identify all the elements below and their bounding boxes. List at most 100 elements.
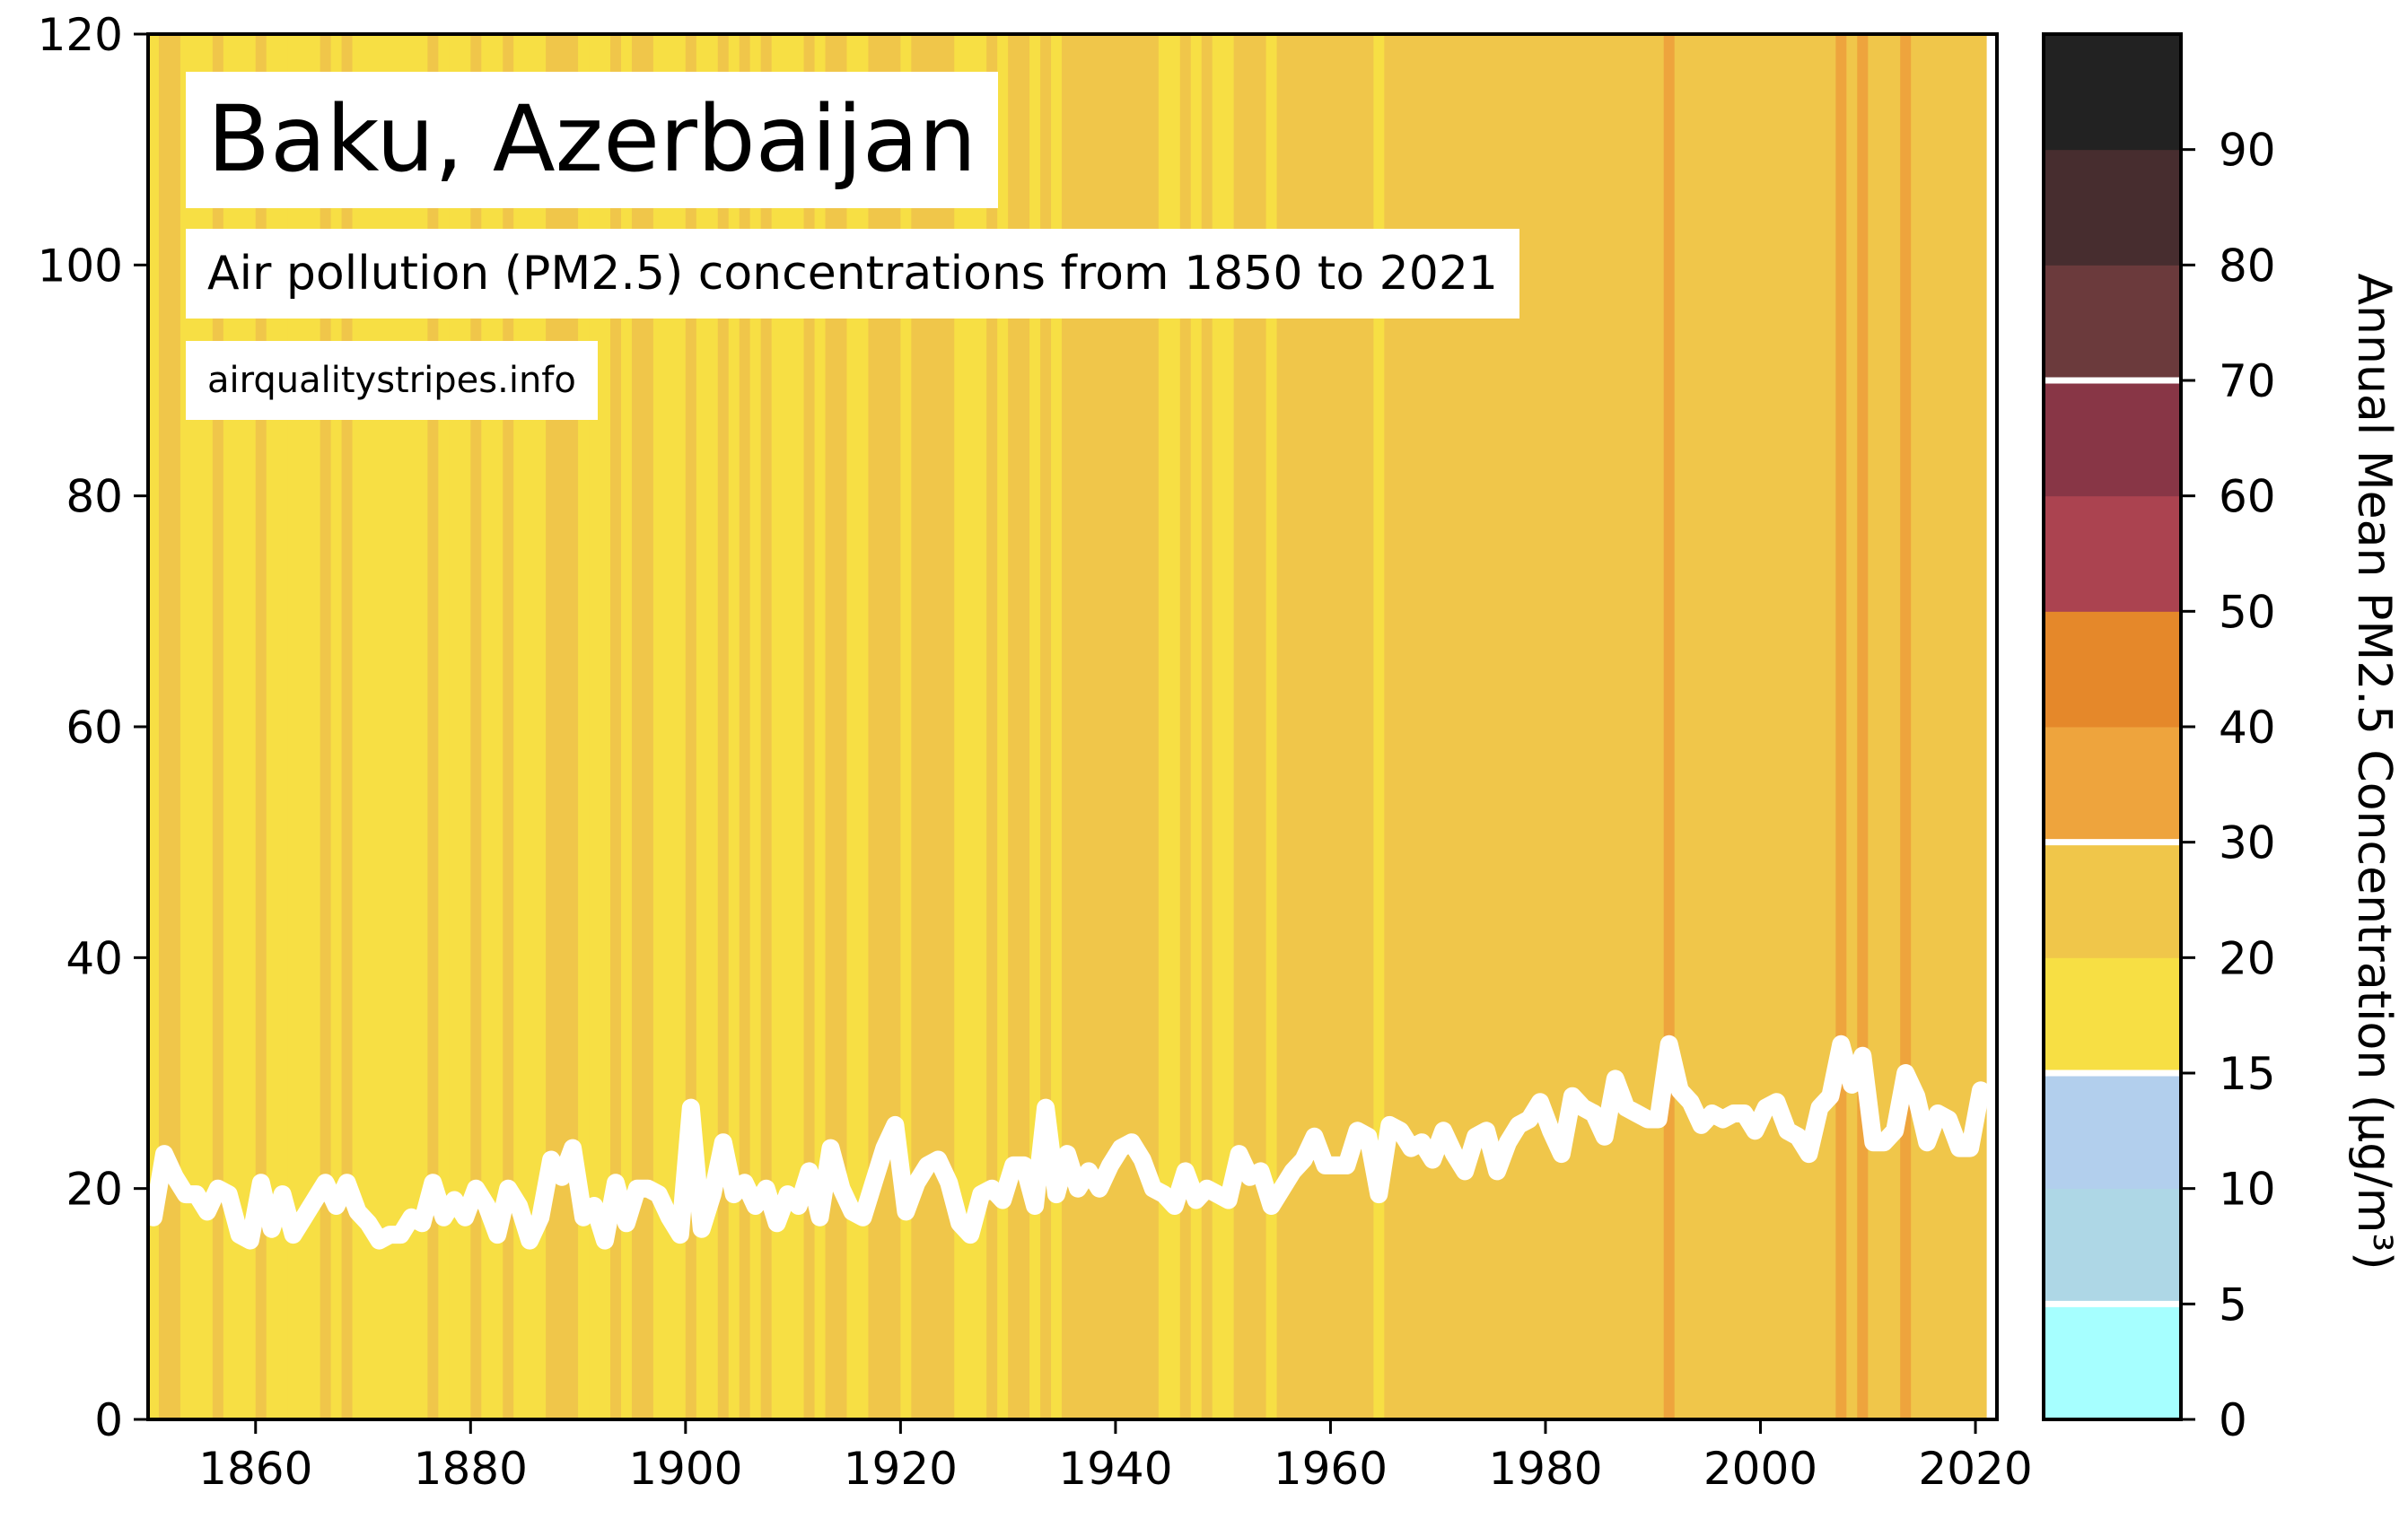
year-stripe	[1782, 34, 1794, 1419]
colorbar-bin	[2044, 1073, 2181, 1190]
x-tick-label: 2000	[1703, 1443, 1817, 1495]
colorbar-bin	[2044, 611, 2181, 728]
year-stripe	[1222, 34, 1235, 1419]
year-stripe	[911, 34, 923, 1419]
year-stripe	[1082, 34, 1095, 1419]
year-stripe	[1287, 34, 1300, 1419]
year-stripe	[1954, 34, 1966, 1419]
year-stripe	[1115, 34, 1127, 1419]
year-stripe	[1642, 34, 1654, 1419]
year-stripe	[1513, 34, 1525, 1419]
pm25-series-line	[144, 1034, 1990, 1250]
x-tick-label: 1940	[1058, 1443, 1172, 1495]
year-stripe	[1868, 34, 1879, 1419]
year-stripe	[846, 34, 859, 1419]
year-stripe	[1341, 34, 1353, 1419]
year-stripe	[1470, 34, 1482, 1419]
colorbar-bin	[2044, 495, 2181, 612]
year-stripe	[1255, 34, 1267, 1419]
year-stripe	[792, 34, 805, 1419]
x-tick-label: 1920	[844, 1443, 958, 1495]
colorbar-tick-label: 20	[2219, 932, 2276, 984]
colorbar-tick-label: 5	[2219, 1279, 2247, 1331]
year-stripe	[760, 34, 773, 1419]
year-stripe	[933, 34, 944, 1419]
year-stripe	[836, 34, 848, 1419]
year-stripe	[1598, 34, 1611, 1419]
year-stripe	[1008, 34, 1020, 1419]
year-stripe	[1652, 34, 1665, 1419]
year-stripe	[652, 34, 665, 1419]
year-stripe	[1588, 34, 1600, 1419]
colorbar-tick-label: 40	[2219, 702, 2276, 754]
year-stripe	[1062, 34, 1073, 1419]
colorbar-bin	[2044, 380, 2181, 497]
year-stripe	[803, 34, 816, 1419]
year-stripe	[1663, 34, 1676, 1419]
year-stripe	[1620, 34, 1633, 1419]
colorbar-bin	[2044, 957, 2181, 1074]
year-stripe	[1524, 34, 1536, 1419]
colorbar-tick-label: 60	[2219, 471, 2276, 523]
year-stripe	[1609, 34, 1622, 1419]
year-stripe	[1352, 34, 1363, 1419]
year-stripe	[1631, 34, 1643, 1419]
year-stripe	[1136, 34, 1149, 1419]
colorbar-tick-label: 30	[2219, 817, 2276, 869]
year-stripe	[1319, 34, 1332, 1419]
year-stripe	[1384, 34, 1396, 1419]
year-stripe	[1405, 34, 1417, 1419]
year-stripe	[1201, 34, 1213, 1419]
year-stripe	[1147, 34, 1160, 1419]
year-stripe	[1244, 34, 1257, 1419]
x-tick-label: 2020	[1918, 1443, 2032, 1495]
colorbar-tick-label: 15	[2219, 1048, 2276, 1100]
y-axis: 0 20 40 60 80 100 120	[38, 9, 148, 1446]
year-stripe	[1545, 34, 1557, 1419]
colorbar-tick-label: 70	[2219, 355, 2276, 407]
year-stripe	[943, 34, 955, 1419]
year-stripe	[868, 34, 880, 1419]
year-stripe	[1760, 34, 1773, 1419]
year-stripe	[965, 34, 976, 1419]
year-stripe	[889, 34, 901, 1419]
year-stripe	[1459, 34, 1471, 1419]
x-tick-label: 1900	[628, 1443, 742, 1495]
x-tick-label: 1880	[414, 1443, 528, 1495]
year-stripe	[620, 34, 633, 1419]
year-stripe	[1438, 34, 1449, 1419]
year-stripe	[600, 34, 611, 1419]
year-stripe	[1706, 34, 1719, 1419]
colorbar: 0 5 10 15 20 30 40 50 60 70 80 90	[2042, 32, 2276, 1446]
year-stripe	[1728, 34, 1740, 1419]
year-stripe	[997, 34, 1009, 1419]
chart-subtitle: Air pollution (PM2.5) concentrations fro…	[186, 229, 1519, 319]
year-stripe	[1577, 34, 1589, 1419]
year-stripe	[986, 34, 998, 1419]
y-tick-label: 120	[38, 9, 123, 61]
year-stripe	[1212, 34, 1224, 1419]
year-stripe	[1535, 34, 1546, 1419]
year-stripe	[1265, 34, 1278, 1419]
chart-title: Baku, Azerbaijan	[186, 72, 998, 208]
year-stripe	[879, 34, 890, 1419]
year-stripe	[1825, 34, 1836, 1419]
year-stripe	[749, 34, 762, 1419]
y-tick-label: 40	[66, 932, 123, 984]
colorbar-label: Annual Mean PM2.5 Concentration (μg/m³)	[2347, 273, 2401, 1270]
year-stripe	[1900, 34, 1912, 1419]
colorbar-tick-label: 90	[2219, 125, 2276, 177]
year-stripe	[922, 34, 933, 1419]
year-stripe	[1502, 34, 1514, 1419]
year-stripe	[631, 34, 644, 1419]
colorbar-bin	[2044, 1188, 2181, 1305]
y-tick-label: 0	[94, 1394, 123, 1446]
year-stripe	[900, 34, 912, 1419]
colorbar-tick-label: 50	[2219, 586, 2276, 638]
year-stripe	[1104, 34, 1116, 1419]
year-stripe	[1792, 34, 1805, 1419]
year-stripe	[771, 34, 784, 1419]
year-stripe	[158, 34, 171, 1419]
year-stripe	[663, 34, 676, 1419]
